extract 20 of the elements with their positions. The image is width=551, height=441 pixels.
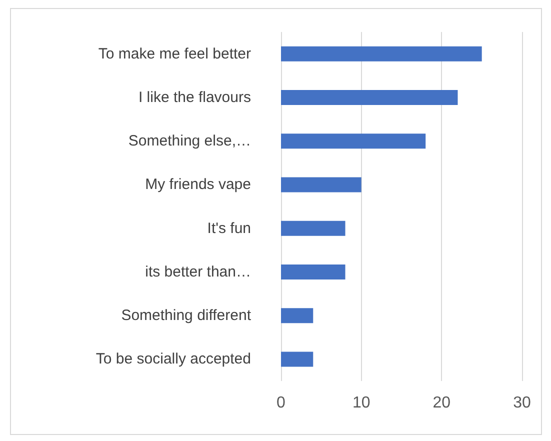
- y-tick-label: To make me feel better: [98, 45, 251, 62]
- x-tick-label: 0: [276, 394, 286, 412]
- bar: [281, 308, 314, 324]
- y-tick-label: My friends vape: [145, 176, 251, 194]
- y-tick-label: its better than…: [145, 263, 251, 280]
- y-tick-label: I like the flavours: [138, 88, 251, 106]
- bar: [281, 177, 362, 192]
- x-tick-label: 10: [352, 394, 370, 412]
- y-tick-label: Something different: [121, 307, 252, 324]
- bar: [281, 352, 314, 367]
- y-tick-label: Something else,…: [128, 132, 251, 150]
- x-tick-label: 20: [432, 394, 451, 412]
- bar: [281, 90, 458, 105]
- y-tick-label: It's fun: [207, 220, 251, 237]
- bar: [281, 220, 346, 236]
- bar: [281, 264, 346, 280]
- bar: [281, 134, 426, 149]
- y-tick-label: To be socially accepted: [96, 350, 251, 368]
- x-tick-label: 30: [513, 394, 531, 412]
- bar: [281, 46, 482, 62]
